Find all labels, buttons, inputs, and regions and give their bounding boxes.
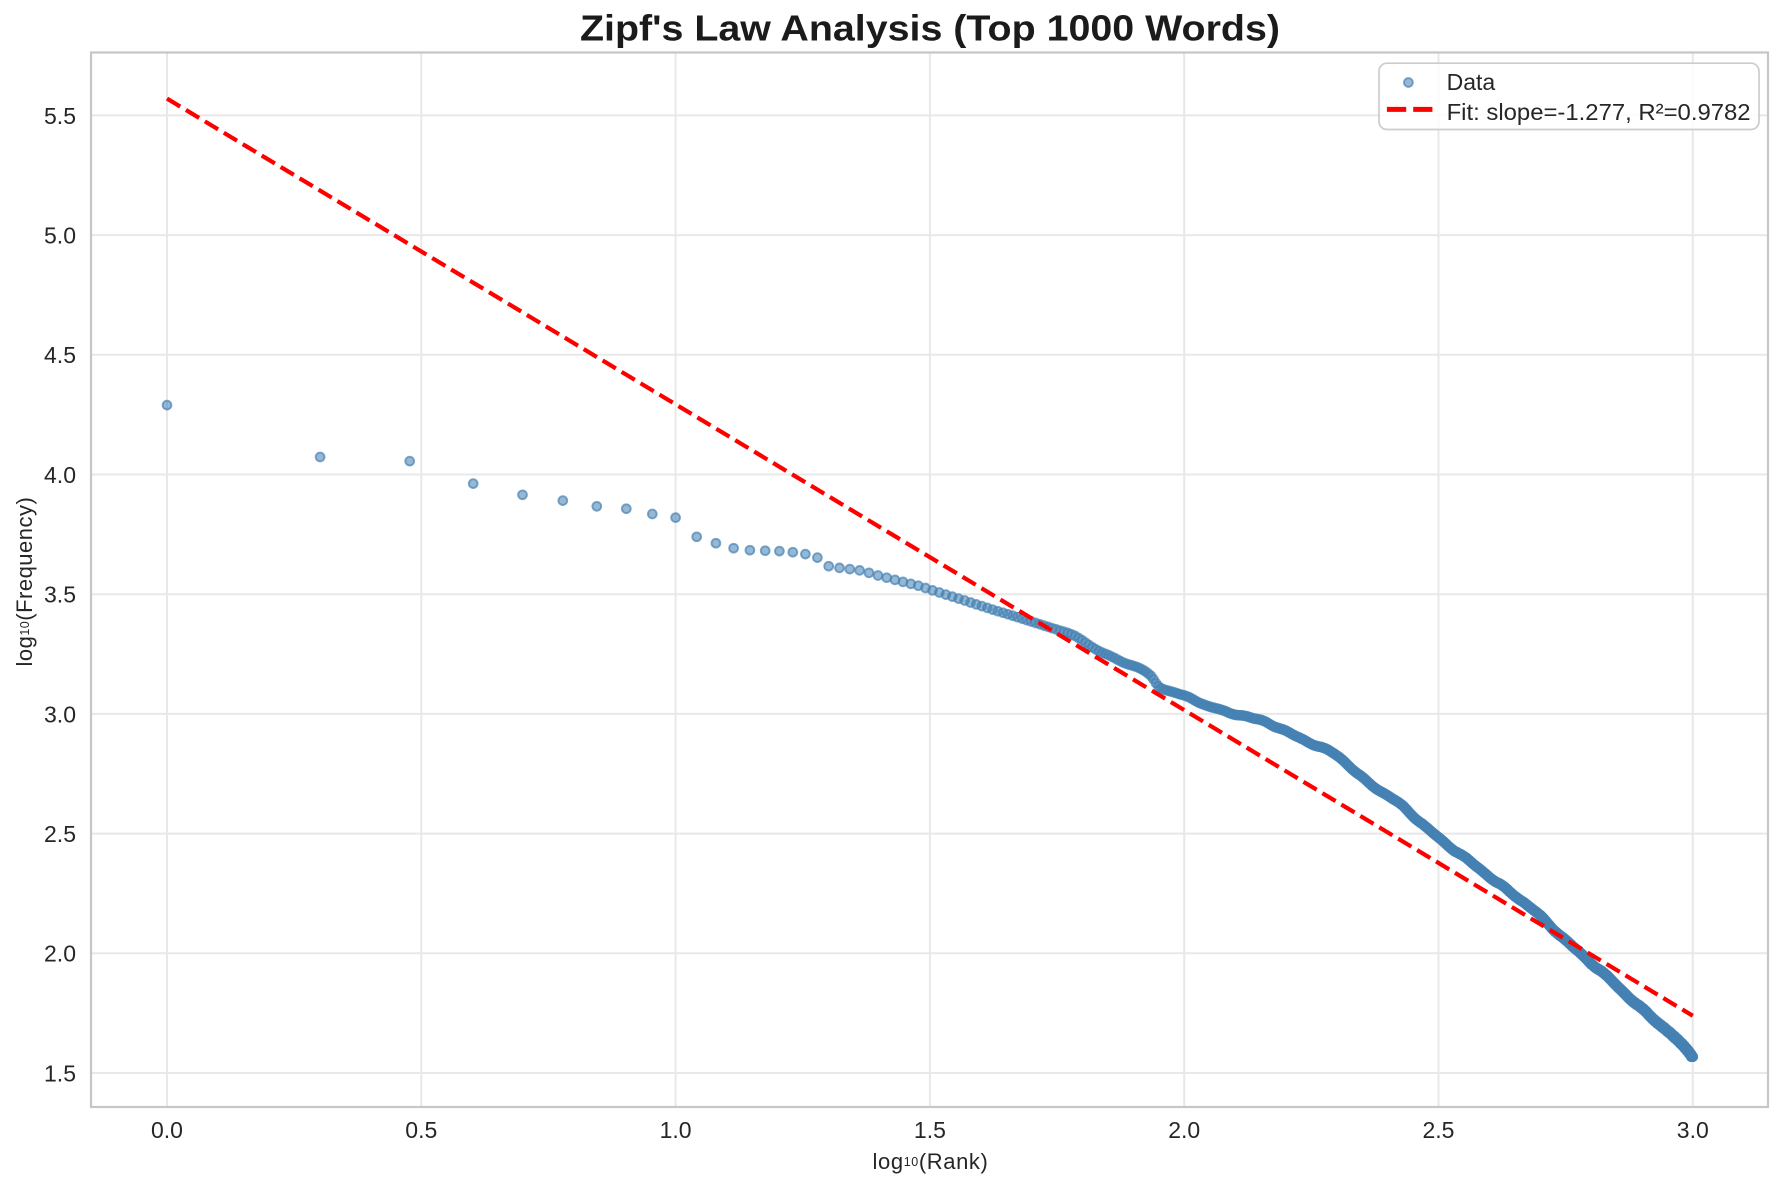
svg-text:0.5: 0.5 bbox=[405, 1117, 437, 1143]
svg-text:3.0: 3.0 bbox=[1677, 1117, 1709, 1143]
svg-text:4.0: 4.0 bbox=[44, 462, 76, 488]
svg-text:3.0: 3.0 bbox=[44, 701, 76, 727]
svg-text:5.5: 5.5 bbox=[44, 103, 76, 129]
svg-text:2.0: 2.0 bbox=[44, 941, 76, 967]
svg-text:1.5: 1.5 bbox=[914, 1117, 946, 1143]
svg-text:Fit: slope=-1.277, R²=0.9782: Fit: slope=-1.277, R²=0.9782 bbox=[1447, 99, 1751, 125]
svg-text:5.0: 5.0 bbox=[44, 223, 76, 249]
svg-text:2.5: 2.5 bbox=[1423, 1117, 1455, 1143]
svg-text:log10(Rank): log10(Rank) bbox=[873, 1149, 989, 1174]
svg-text:2.0: 2.0 bbox=[1168, 1117, 1200, 1143]
svg-text:log10(Frequency): log10(Frequency) bbox=[12, 497, 37, 667]
svg-text:1.0: 1.0 bbox=[660, 1117, 692, 1143]
svg-text:2.5: 2.5 bbox=[44, 821, 76, 847]
svg-text:0.0: 0.0 bbox=[151, 1117, 183, 1143]
svg-text:4.5: 4.5 bbox=[44, 342, 76, 368]
svg-text:Zipf's Law Analysis (Top 1000: Zipf's Law Analysis (Top 1000 Words) bbox=[580, 8, 1280, 49]
svg-text:1.5: 1.5 bbox=[44, 1060, 76, 1086]
svg-text:Data: Data bbox=[1447, 69, 1496, 95]
svg-text:3.5: 3.5 bbox=[44, 582, 76, 608]
